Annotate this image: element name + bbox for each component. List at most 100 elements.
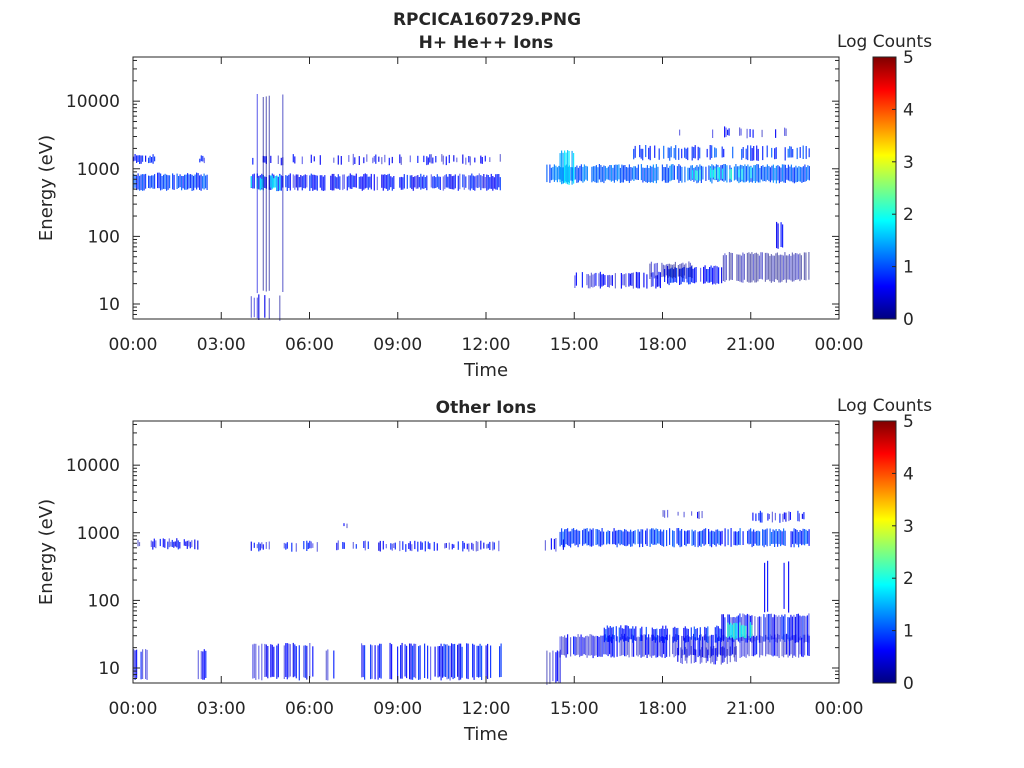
count-bin [145, 173, 147, 189]
count-bin [803, 512, 805, 520]
count-bin [430, 154, 432, 164]
count-bin [191, 540, 193, 548]
count-bin [419, 645, 421, 680]
count-bin [783, 164, 785, 183]
count-bin [475, 541, 477, 552]
count-bin [696, 628, 698, 640]
count-bin [678, 635, 680, 656]
count-bin [778, 166, 780, 184]
count-bin [487, 175, 489, 190]
count-bin [702, 530, 704, 544]
count-bin [151, 157, 153, 163]
count-bin [775, 129, 777, 138]
count-bin [300, 175, 302, 188]
count-bin [731, 253, 733, 280]
count-bin [316, 175, 318, 191]
count-bin [304, 645, 306, 678]
count-bin [427, 645, 429, 679]
count-bin [673, 636, 675, 658]
count-bin [167, 541, 169, 550]
count-bin [160, 173, 162, 191]
count-bin [745, 634, 747, 658]
count-bin [759, 531, 761, 546]
count-bin [735, 646, 737, 662]
count-bin [309, 540, 311, 549]
count-bin [708, 165, 710, 180]
count-bin [678, 528, 680, 546]
count-bin [724, 164, 726, 181]
count-bin [418, 177, 420, 188]
count-bin [487, 543, 489, 549]
count-bin [450, 174, 452, 189]
count-bin [621, 633, 623, 656]
count-bin [800, 616, 802, 640]
count-bin [555, 652, 557, 684]
count-bin [391, 543, 393, 551]
count-bin [753, 146, 755, 161]
count-bin [145, 649, 147, 679]
count-bin [559, 531, 561, 547]
count-bin [761, 512, 763, 523]
count-bin [749, 622, 751, 638]
count-bin [653, 629, 655, 640]
count-bin [705, 627, 707, 643]
count-bin [757, 148, 759, 161]
count-bin [586, 166, 588, 181]
count-bin [197, 650, 199, 680]
count-bin [445, 543, 447, 548]
count-bin [258, 645, 260, 680]
count-bin [673, 531, 675, 548]
count-bin [295, 646, 297, 679]
count-bin [140, 651, 142, 680]
count-bin [763, 529, 765, 548]
count-bin [418, 646, 420, 680]
count-bin [400, 176, 402, 190]
x-tick-label: 09:00 [373, 699, 422, 719]
y-axis-label: Energy (eV) [36, 135, 57, 241]
count-bin [782, 224, 784, 248]
count-bin [661, 636, 663, 658]
count-bin [585, 636, 587, 656]
count-bin [567, 528, 569, 546]
count-bin [640, 529, 642, 544]
count-bin [313, 174, 315, 190]
count-bin [279, 175, 281, 191]
count-bin [343, 174, 345, 189]
count-bin [649, 145, 651, 161]
count-bin [723, 647, 725, 662]
y-axis-label: Energy (eV) [36, 499, 57, 605]
count-bin [608, 274, 610, 288]
count-bin [291, 542, 293, 552]
count-bin [367, 541, 369, 549]
count-bin [669, 165, 671, 182]
count-bin [264, 156, 266, 163]
count-bin [705, 634, 707, 658]
count-bin [429, 154, 431, 163]
count-bin [628, 273, 630, 287]
count-bin [670, 146, 672, 158]
count-bin [746, 128, 748, 139]
count-bin [646, 637, 648, 658]
count-bin [675, 145, 677, 160]
count-bin [747, 530, 749, 544]
count-bin [597, 636, 599, 657]
count-bin [637, 529, 639, 544]
count-bin [448, 542, 450, 550]
count-bin [694, 637, 696, 656]
count-bin [264, 295, 266, 318]
y-tick-label: 10000 [66, 92, 120, 112]
count-bin [787, 635, 789, 658]
x-tick-label: 00:00 [815, 699, 864, 719]
count-bin [267, 646, 269, 679]
count-bin [409, 155, 411, 163]
count-bin [181, 175, 183, 191]
count-bin [705, 528, 707, 545]
count-bin [718, 636, 720, 655]
count-bin [139, 155, 141, 164]
count-bin [728, 252, 730, 281]
count-bin [148, 175, 150, 188]
count-bin [134, 154, 136, 161]
count-bin [715, 529, 717, 547]
count-bin [333, 173, 335, 191]
count-bin [684, 166, 686, 183]
